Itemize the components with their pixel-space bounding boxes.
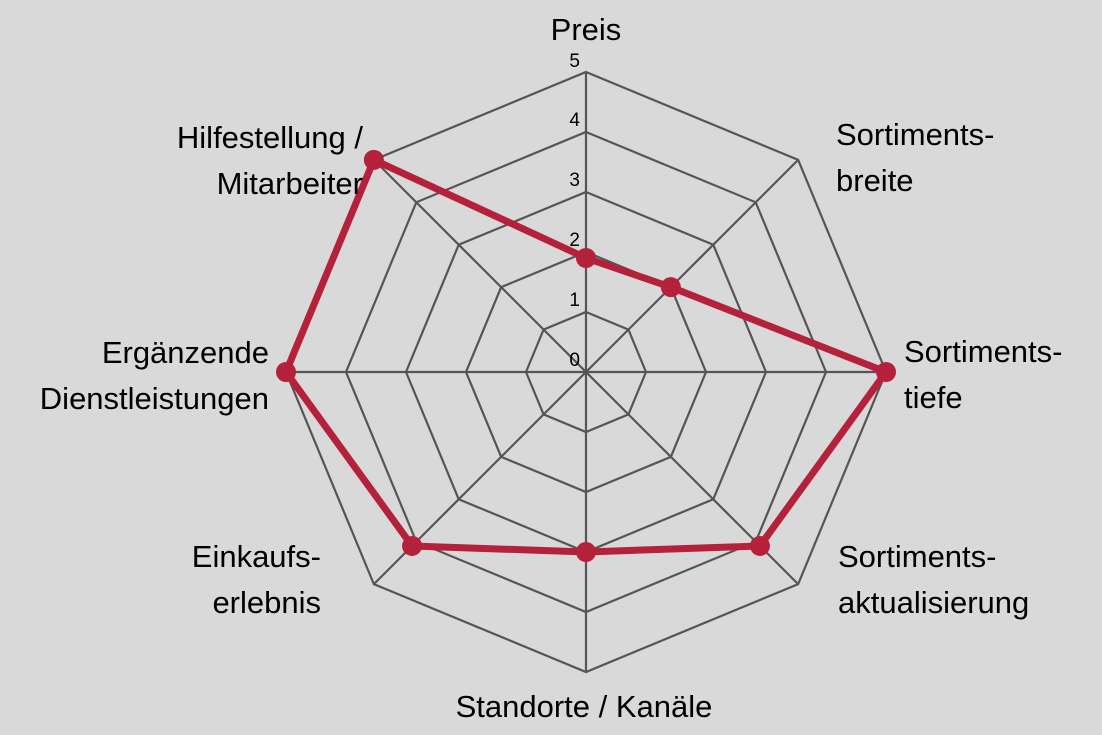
data-point-0-6 — [276, 362, 296, 382]
data-point-0-5 — [402, 535, 423, 556]
axis-label-5: Einkaufs-erlebnis — [192, 539, 321, 620]
axis-label-0: Preis — [551, 12, 622, 47]
data-point-0-2 — [876, 362, 896, 382]
axis-label-6-line-0: Ergänzende — [102, 335, 269, 370]
axis-label-3-line-1: aktualisierung — [838, 585, 1029, 620]
axis-label-1-line-1: breite — [836, 163, 914, 198]
tick-label-1: 1 — [569, 290, 580, 311]
data-point-0-0 — [576, 248, 596, 268]
data-point-0-7 — [363, 149, 384, 170]
tick-label-3: 3 — [569, 170, 580, 191]
axis-label-7: Hilfestellung / Mitarbeiter — [177, 120, 363, 201]
tick-label-4: 4 — [569, 110, 580, 131]
axis-label-3: Sortiments-aktualisierung — [838, 539, 1029, 620]
axis-label-6: Ergänzende Dienstleistungen — [40, 335, 269, 416]
axis-label-3-line-0: Sortiments- — [838, 539, 996, 574]
tick-label-5: 5 — [569, 51, 580, 72]
axis-label-7-line-1: Mitarbeiter — [217, 166, 363, 201]
axis-label-4: Standorte / Kanäle — [456, 689, 713, 724]
spoke-7 — [373, 159, 587, 373]
data-point-0-4 — [576, 542, 596, 562]
axis-label-2-line-1: tiefe — [904, 380, 963, 415]
spoke-1 — [585, 159, 799, 373]
axis-label-1-line-0: Sortiments- — [836, 117, 994, 152]
axis-label-4-line-0: Standorte / Kanäle — [456, 689, 713, 724]
axis-label-7-line-0: Hilfestellung / — [177, 120, 363, 155]
axis-label-2-line-0: Sortiments- — [904, 334, 1062, 369]
axis-label-6-line-1: Dienstleistungen — [40, 381, 269, 416]
data-point-0-1 — [660, 277, 681, 298]
axis-label-5-line-1: erlebnis — [212, 585, 321, 620]
axis-label-1: Sortiments-breite — [836, 117, 994, 198]
data-point-0-3 — [749, 535, 770, 556]
tick-label-0: 0 — [569, 350, 580, 371]
tick-label-2: 2 — [569, 230, 580, 251]
axis-label-5-line-0: Einkaufs- — [192, 539, 321, 574]
axis-label-0-line-0: Preis — [551, 12, 622, 47]
axis-label-2: Sortiments-tiefe — [904, 334, 1062, 415]
